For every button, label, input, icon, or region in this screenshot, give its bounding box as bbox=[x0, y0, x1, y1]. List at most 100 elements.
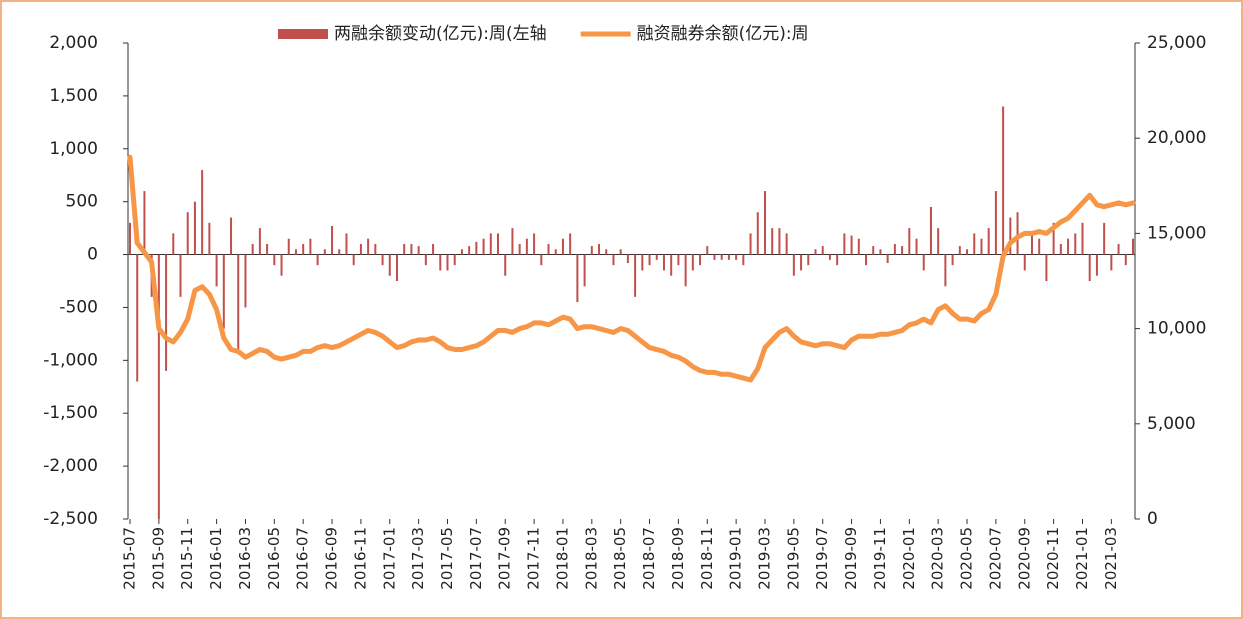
bar bbox=[720, 254, 723, 260]
y-tick-label: -1,500 bbox=[43, 403, 98, 423]
bar bbox=[1124, 254, 1127, 266]
bar bbox=[857, 238, 860, 255]
bar bbox=[432, 243, 435, 255]
x-tick-label: 2019-09 bbox=[842, 527, 860, 590]
bar bbox=[763, 191, 766, 255]
x-tick-label: 2020-05 bbox=[958, 527, 976, 590]
bar bbox=[136, 254, 139, 382]
x-tick-label: 2019-03 bbox=[755, 527, 773, 590]
bar bbox=[706, 246, 709, 255]
bar bbox=[475, 241, 478, 255]
bar bbox=[893, 243, 896, 255]
bar bbox=[258, 228, 261, 255]
y2-tick-label: 25,000 bbox=[1147, 33, 1206, 53]
bar bbox=[612, 254, 615, 266]
bar bbox=[1117, 243, 1120, 255]
bar bbox=[302, 243, 305, 255]
bar bbox=[403, 243, 406, 255]
bar bbox=[1132, 238, 1134, 255]
bar bbox=[352, 254, 355, 266]
bar bbox=[843, 233, 846, 255]
bar bbox=[850, 235, 853, 255]
bar bbox=[561, 238, 564, 255]
bar bbox=[468, 246, 471, 255]
bar bbox=[583, 254, 586, 287]
x-tick-label: 2019-07 bbox=[813, 527, 831, 590]
bar bbox=[749, 233, 752, 255]
bar bbox=[388, 254, 391, 276]
bar bbox=[359, 243, 362, 255]
bar bbox=[1023, 254, 1026, 271]
x-tick-label: 2016-11 bbox=[351, 527, 369, 590]
bar bbox=[251, 243, 254, 255]
bar bbox=[742, 254, 745, 266]
bar bbox=[309, 238, 312, 255]
bar bbox=[973, 233, 976, 255]
bar bbox=[367, 238, 370, 255]
y-tick-label: 2,000 bbox=[49, 33, 98, 53]
bar bbox=[533, 233, 536, 255]
bar bbox=[453, 254, 456, 266]
bar bbox=[410, 243, 413, 255]
bar bbox=[727, 254, 730, 260]
bar bbox=[345, 233, 348, 255]
bar bbox=[280, 254, 283, 276]
x-tick-label: 2019-01 bbox=[727, 527, 745, 590]
bar bbox=[576, 254, 579, 303]
x-tick-label: 2017-11 bbox=[525, 527, 543, 590]
bar bbox=[287, 238, 290, 255]
bar bbox=[244, 254, 247, 308]
legend-label: 两融余额变动(亿元):周(左轴 bbox=[334, 24, 547, 44]
x-tick-label: 2020-01 bbox=[900, 527, 918, 590]
bar bbox=[821, 246, 824, 255]
bar bbox=[915, 238, 918, 255]
bar bbox=[691, 254, 694, 271]
bar bbox=[381, 254, 384, 266]
bar bbox=[1002, 106, 1005, 255]
bar bbox=[987, 228, 990, 255]
y2-tick-label: 20,000 bbox=[1147, 128, 1206, 148]
bar bbox=[338, 249, 341, 255]
bar bbox=[1059, 243, 1062, 255]
x-tick-label: 2016-09 bbox=[323, 527, 341, 590]
y-tick-label: 1,500 bbox=[49, 86, 98, 106]
y2-tick-label: 10,000 bbox=[1147, 319, 1206, 339]
bar bbox=[828, 254, 831, 260]
x-tick-label: 2018-07 bbox=[640, 527, 658, 590]
bar bbox=[540, 254, 543, 266]
bar bbox=[922, 254, 925, 271]
x-tick-label: 2016-03 bbox=[236, 527, 254, 590]
bar bbox=[1081, 222, 1084, 255]
bar bbox=[395, 254, 398, 281]
x-tick-label: 2016-07 bbox=[294, 527, 312, 590]
bar bbox=[901, 246, 904, 255]
bar bbox=[129, 222, 131, 255]
bar bbox=[908, 228, 911, 255]
bar bbox=[1095, 254, 1098, 276]
bar bbox=[215, 254, 218, 287]
bar bbox=[1052, 222, 1055, 255]
bar bbox=[273, 254, 276, 266]
x-tick-label: 2019-05 bbox=[784, 527, 802, 590]
bar bbox=[1009, 217, 1012, 255]
x-tick-label: 2021-03 bbox=[1102, 527, 1120, 590]
bar bbox=[497, 233, 500, 255]
bar bbox=[266, 243, 269, 255]
bar bbox=[424, 254, 427, 266]
bar bbox=[713, 254, 716, 260]
bar bbox=[1103, 222, 1106, 255]
bar bbox=[937, 228, 940, 255]
y-tick-label: -500 bbox=[59, 297, 98, 317]
bar bbox=[634, 254, 637, 297]
y-tick-label: -1,000 bbox=[43, 350, 98, 370]
bar bbox=[179, 254, 182, 297]
bar bbox=[1045, 254, 1048, 281]
bar bbox=[670, 254, 673, 276]
bar bbox=[684, 254, 687, 287]
x-tick-label: 2020-11 bbox=[1044, 527, 1062, 590]
bar bbox=[1030, 233, 1033, 255]
bar bbox=[230, 217, 233, 255]
y2-tick-label: 5,000 bbox=[1147, 414, 1196, 434]
